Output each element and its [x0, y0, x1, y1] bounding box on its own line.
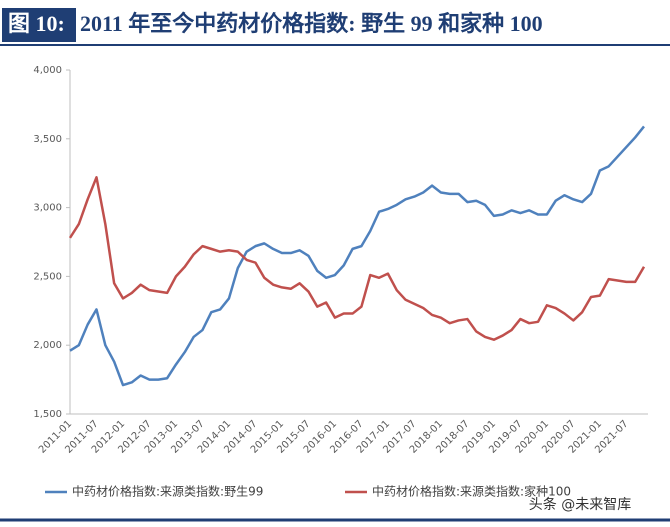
y-tick-label: 3,000: [33, 203, 62, 214]
figure-label-box: [2, 8, 76, 42]
figure-label: 图 10:: [8, 11, 65, 36]
y-tick-label: 2,500: [33, 271, 62, 282]
y-tick-label: 3,500: [33, 134, 62, 145]
y-tick-label: 1,500: [33, 409, 62, 420]
legend-label: 中药材价格指数:来源类指数:野生99: [72, 484, 263, 499]
y-tick-label: 4,000: [33, 65, 62, 76]
y-tick-label: 2,000: [33, 340, 62, 351]
legend-label: 中药材价格指数:来源类指数:家种100: [372, 484, 571, 499]
series-line: [69, 125, 645, 387]
series-line: [68, 176, 646, 341]
chart-title: 2011 年至今中药材价格指数: 野生 99 和家种 100: [80, 11, 543, 36]
watermark: 头条 @未来智库: [529, 496, 631, 513]
